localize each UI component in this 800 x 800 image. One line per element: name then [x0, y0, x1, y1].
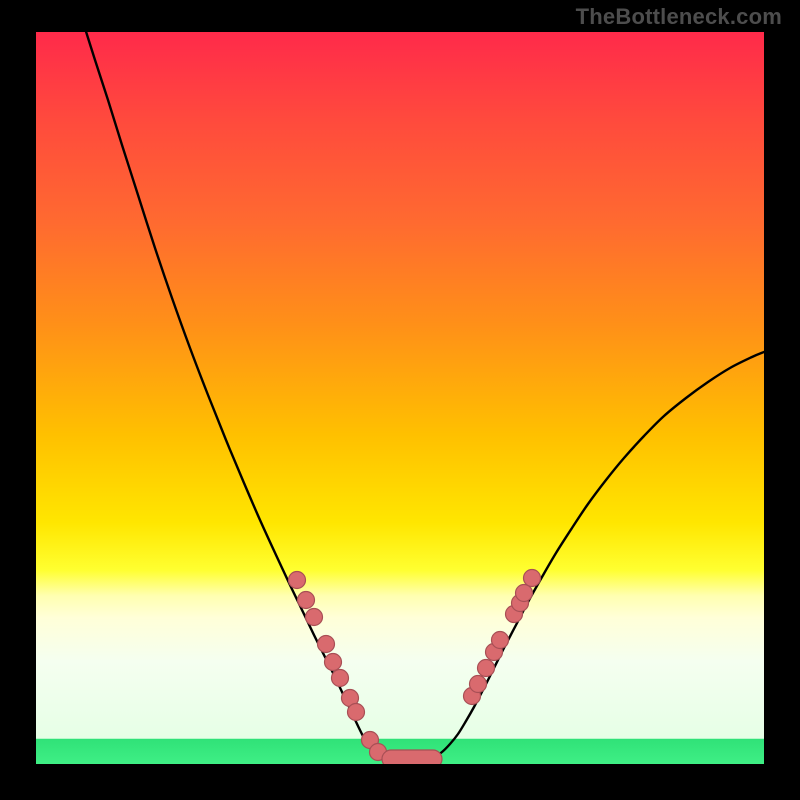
curve-marker	[325, 654, 342, 671]
curve-marker	[478, 660, 495, 677]
gradient-background	[36, 32, 764, 764]
curve-marker	[289, 572, 306, 589]
curve-marker	[470, 676, 487, 693]
curve-marker	[348, 704, 365, 721]
curve-marker	[332, 670, 349, 687]
curve-marker	[492, 632, 509, 649]
curve-marker	[318, 636, 335, 653]
chart-canvas	[0, 0, 800, 800]
plot-area	[36, 22, 764, 768]
curve-marker	[516, 585, 533, 602]
curve-marker	[298, 592, 315, 609]
watermark-text: TheBottleneck.com	[576, 4, 782, 30]
curve-marker	[524, 570, 541, 587]
stage: TheBottleneck.com	[0, 0, 800, 800]
curve-marker	[306, 609, 323, 626]
